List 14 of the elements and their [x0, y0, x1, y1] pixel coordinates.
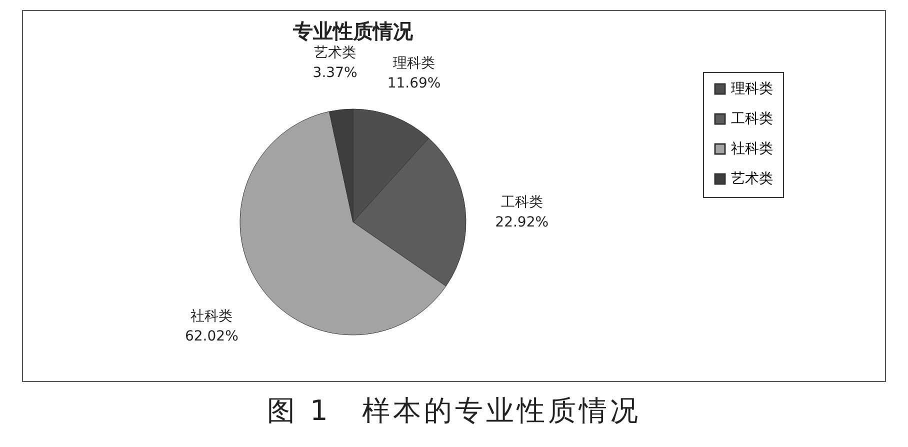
slice-label: 社科类: [190, 308, 233, 324]
legend-label: 社科类: [731, 141, 773, 157]
data-label: 11.69%: [387, 75, 441, 92]
data-label: 22.92%: [495, 214, 549, 230]
data-label: 3.37%: [312, 64, 358, 81]
slice-label: 理科类: [393, 55, 436, 72]
slice-label: 工科类: [500, 194, 543, 210]
data-label: 62.02%: [184, 328, 238, 344]
legend-label: 艺术类: [731, 171, 773, 187]
slice-label: 艺术类: [314, 44, 356, 61]
legend-label: 理科类: [731, 81, 773, 97]
caption: 图 1 样本的专业性质情况: [266, 393, 642, 429]
chart-title: 专业性质情况: [292, 18, 414, 43]
legend-label: 工科类: [731, 111, 773, 127]
